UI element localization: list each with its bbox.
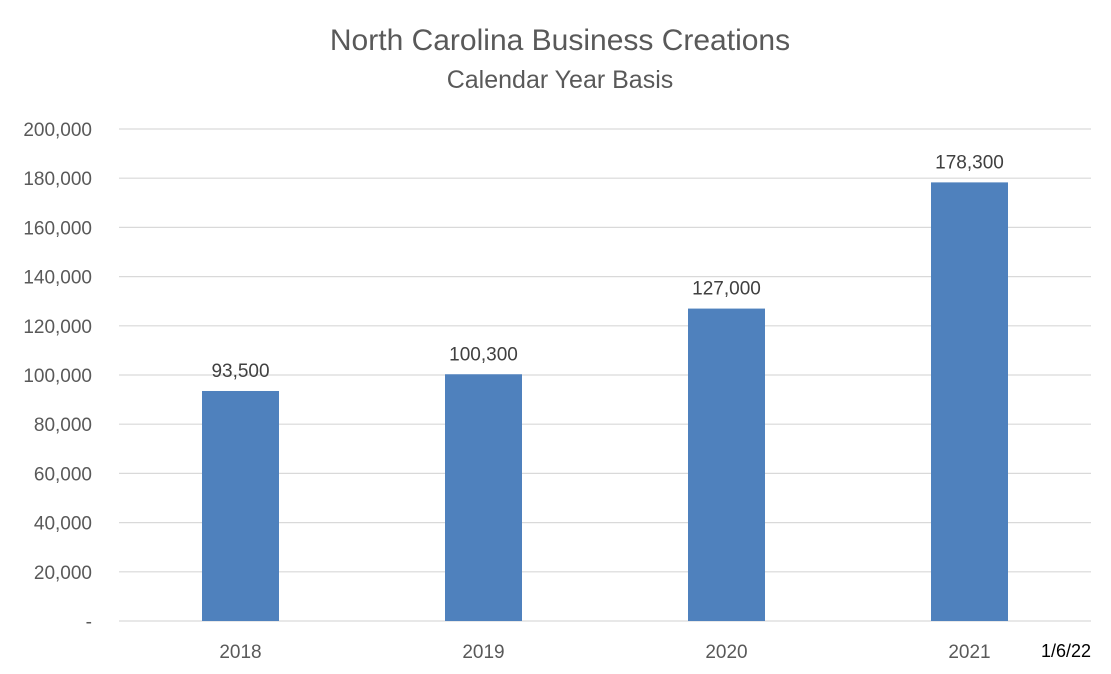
x-axis-tick-labels: 2018 2019 2020 2021: [219, 642, 990, 663]
y-tick-label: 20,000: [34, 563, 92, 584]
y-tick-label: 120,000: [23, 317, 92, 338]
x-tick-label-2018: 2018: [219, 642, 261, 663]
y-tick-label: 140,000: [23, 268, 92, 289]
y-tick-label: 160,000: [23, 218, 92, 239]
bar-2020: [688, 308, 765, 621]
data-label-2019: 100,300: [449, 344, 518, 365]
chart-subtitle: Calendar Year Basis: [447, 66, 674, 94]
bar-2018: [202, 390, 279, 621]
gridlines: [119, 128, 1091, 622]
data-label-2020: 127,000: [692, 279, 761, 300]
y-tick-label: 60,000: [34, 464, 92, 485]
data-label-2021: 178,300: [935, 152, 1004, 173]
y-tick-label: 200,000: [23, 120, 92, 141]
y-tick-label: 100,000: [23, 366, 92, 387]
y-tick-label: 40,000: [34, 514, 92, 535]
x-tick-label-2021: 2021: [948, 642, 990, 663]
data-label-2018: 93,500: [211, 361, 269, 382]
x-tick-label-2019: 2019: [462, 642, 504, 663]
bar-2019: [445, 374, 522, 621]
bars: [202, 182, 1008, 621]
data-labels: 93,500 100,300 127,000 178,300: [211, 152, 1003, 382]
y-tick-label: 180,000: [23, 169, 92, 190]
y-axis-tick-labels: - 20,000 40,000 60,000 80,000 100,000 120,000 1…: [23, 120, 92, 633]
x-tick-label-2020: 2020: [705, 642, 747, 663]
bar-2021: [931, 182, 1008, 621]
y-tick-label: -: [86, 612, 92, 633]
chart-title: North Carolina Business Creations: [330, 24, 790, 57]
date-footnote: 1/6/22: [1041, 641, 1091, 661]
y-tick-label: 80,000: [34, 415, 92, 436]
